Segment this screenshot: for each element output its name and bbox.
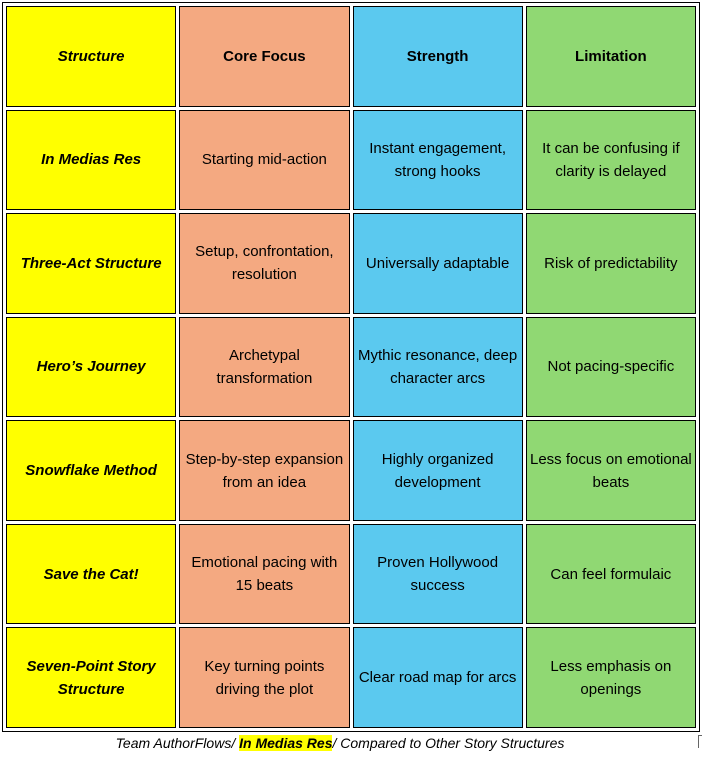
header-strength: Strength [352,6,523,107]
caption-suffix: / Compared to Other Story Structures [332,735,565,751]
table-row: Snowflake Method Step-by-step expansion … [6,420,696,521]
caption-highlight: In Medias Res [239,735,333,751]
cell-strength: Clear road map for arcs [352,627,523,728]
cell-limitation: Less emphasis on openings [525,627,696,728]
cell-core-focus: Key turning points driving the plot [179,627,350,728]
cell-limitation: Risk of predictability [525,213,696,314]
story-structure-comparison-table: Structure Core Focus Strength Limitation… [2,2,700,732]
cell-limitation: Can feel formulaic [525,523,696,625]
page-corner-marker [698,735,702,748]
table-row: Seven-Point Story Structure Key turning … [6,627,696,728]
cell-limitation: It can be confusing if clarity is delaye… [525,109,696,211]
cell-core-focus: Step-by-step expansion from an idea [179,420,350,521]
cell-structure: Three-Act Structure [6,213,177,314]
table-caption: Team AuthorFlows/ In Medias Res/ Compare… [0,735,680,751]
header-structure: Structure [6,6,177,107]
cell-structure: Hero’s Journey [6,316,177,418]
cell-limitation: Less focus on emotional beats [525,420,696,521]
cell-strength: Proven Hollywood success [352,523,523,625]
table-row: Three-Act Structure Setup, confrontation… [6,213,696,314]
table-row: Hero’s Journey Archetypal transformation… [6,316,696,418]
cell-strength: Mythic resonance, deep character arcs [352,316,523,418]
cell-strength: Instant engagement, strong hooks [352,109,523,211]
header-limitation: Limitation [525,6,696,107]
cell-strength: Highly organized development [352,420,523,521]
cell-limitation: Not pacing-specific [525,316,696,418]
cell-core-focus: Archetypal transformation [179,316,350,418]
cell-core-focus: Starting mid-action [179,109,350,211]
cell-structure: Seven-Point Story Structure [6,627,177,728]
cell-core-focus: Setup, confrontation, resolution [179,213,350,314]
cell-structure: Snowflake Method [6,420,177,521]
cell-structure: Save the Cat! [6,523,177,625]
caption-prefix: Team AuthorFlows/ [115,735,240,751]
table-header-row: Structure Core Focus Strength Limitation [6,6,696,107]
header-core-focus: Core Focus [179,6,350,107]
table-row: Save the Cat! Emotional pacing with 15 b… [6,523,696,625]
cell-strength: Universally adaptable [352,213,523,314]
table-row: In Medias Res Starting mid-action Instan… [6,109,696,211]
cell-structure: In Medias Res [6,109,177,211]
cell-core-focus: Emotional pacing with 15 beats [179,523,350,625]
